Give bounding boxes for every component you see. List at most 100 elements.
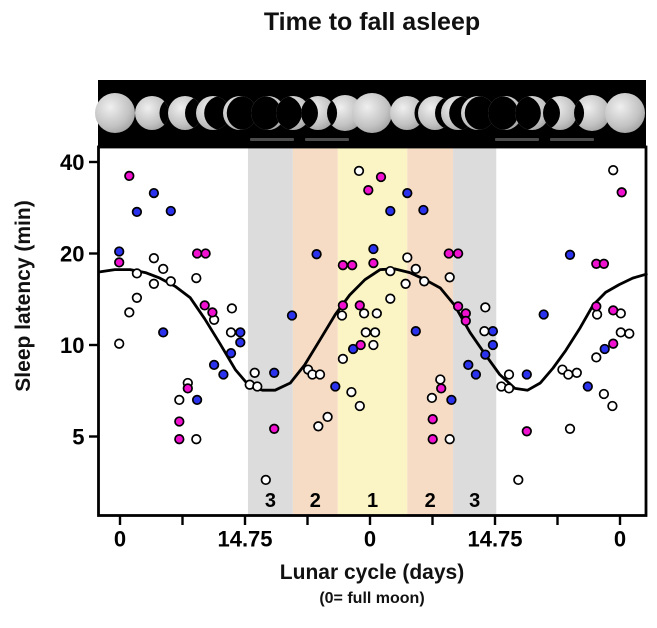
moon-gibbous-left-icon: [135, 96, 170, 130]
data-point-open-circles: [444, 434, 455, 445]
moon-crescent-left-icon: [196, 96, 231, 130]
data-point-open-circles: [354, 400, 365, 412]
figure-title: Time to fall asleep: [263, 8, 481, 36]
data-point-blue-circles: [148, 187, 160, 199]
fit-curve: [98, 267, 648, 392]
moon-gibbous-right-icon: [574, 95, 610, 131]
plot-frame: [97, 145, 648, 517]
data-point-open-circles: [503, 383, 515, 394]
x-tick-label: 0: [114, 527, 126, 552]
data-point-open-circles: [158, 263, 169, 275]
data-point-open-circles: [360, 327, 371, 338]
data-point-magenta-circles: [337, 260, 349, 271]
data-point-magenta-circles: [200, 248, 211, 259]
moon-thin-right-icon: [487, 96, 522, 130]
data-point-magenta-circles: [460, 315, 471, 327]
credit-mark: [550, 138, 594, 141]
data-point-magenta-circles: [174, 434, 185, 445]
data-point-blue-circles: [582, 381, 593, 392]
data-point-blue-circles: [480, 349, 491, 360]
moon-half-right-icon: [542, 96, 577, 130]
data-point-open-circles: [358, 308, 370, 319]
data-point-magenta-circles: [182, 383, 193, 394]
data-point-magenta-circles: [347, 260, 358, 271]
data-point-blue-circles: [131, 206, 143, 218]
x-tick-label: 14.75: [217, 527, 272, 552]
data-point-open-circles: [564, 423, 576, 434]
x-axis-subtitle: (0= full moon): [319, 590, 425, 607]
y-tick-label: 10: [60, 333, 84, 358]
data-point-magenta-circles: [598, 258, 610, 269]
data-point-magenta-circles: [608, 338, 619, 349]
data-point-magenta-circles: [452, 301, 464, 312]
data-point-open-circles: [591, 309, 603, 320]
data-point-magenta-circles: [436, 383, 447, 394]
data-point-magenta-circles: [443, 248, 454, 259]
data-point-blue-circles: [538, 309, 549, 320]
data-point-magenta-circles: [114, 257, 125, 268]
data-point-open-circles: [410, 263, 421, 275]
x-tick-label: 14.75: [467, 527, 522, 552]
moon-full-icon: [94, 93, 135, 133]
data-point-blue-circles: [368, 243, 379, 255]
data-point-blue-circles: [269, 367, 280, 378]
data-point-open-circles: [249, 367, 260, 378]
data-point-blue-circles: [402, 187, 413, 199]
data-point-magenta-circles: [207, 307, 218, 318]
data-point-open-circles: [337, 353, 349, 365]
data-point-magenta-circles: [355, 339, 366, 351]
data-point-magenta-circles: [337, 300, 349, 311]
data-point-open-circles: [624, 328, 635, 339]
phase-band-label: 2: [425, 490, 436, 512]
data-point-blue-circles: [311, 249, 322, 260]
data-point-open-circles: [615, 327, 626, 338]
data-point-open-circles: [191, 272, 202, 284]
data-point-open-circles: [353, 165, 365, 177]
data-point-open-circles: [479, 326, 490, 337]
moon-shadow: [159, 96, 170, 130]
data-point-magenta-circles: [427, 434, 438, 445]
data-point-magenta-circles: [363, 185, 374, 196]
x-axis-title: Lunar cycle (days): [279, 561, 465, 584]
data-point-open-circles: [191, 434, 202, 445]
data-point-blue-circles: [235, 337, 246, 348]
data-point-open-circles: [165, 276, 176, 287]
data-point-open-circles: [385, 265, 396, 277]
y-tick-label: 5: [72, 425, 84, 450]
moon-shadow: [542, 96, 560, 130]
data-point-open-circles: [591, 352, 602, 363]
credit-mark: [495, 138, 539, 141]
data-point-blue-circles: [599, 343, 610, 355]
data-point-blue-circles: [191, 394, 203, 406]
data-point-open-circles: [598, 388, 610, 400]
data-point-open-circles: [426, 392, 438, 404]
data-point-magenta-circles: [269, 423, 280, 434]
data-point-open-circles: [313, 421, 324, 432]
moon-shadow: [487, 96, 518, 130]
data-point-magenta-circles: [174, 416, 185, 427]
data-point-blue-circles: [235, 327, 246, 338]
data-point-open-circles: [131, 292, 143, 303]
data-point-blue-circles: [521, 369, 532, 380]
moon-phase-strip: [94, 80, 646, 146]
data-point-open-circles: [368, 339, 379, 351]
data-point-magenta-circles: [191, 248, 203, 259]
data-point-open-circles: [444, 272, 455, 283]
data-point-open-circles: [336, 310, 348, 321]
data-point-open-circles: [419, 276, 430, 287]
data-point-open-circles: [480, 302, 491, 313]
phase-band-3: [247, 147, 293, 516]
phase-band-label: 1: [367, 490, 378, 512]
data-point-magenta-circles: [591, 301, 602, 312]
credit-mark: [250, 138, 294, 141]
data-point-magenta-circles: [427, 414, 438, 425]
x-tick-label: 0: [614, 527, 626, 552]
data-point-blue-circles: [410, 326, 421, 337]
data-point-open-circles: [608, 165, 619, 176]
data-point-magenta-circles: [616, 187, 627, 198]
data-point-open-circles: [260, 474, 271, 486]
data-point-blue-circles: [564, 249, 576, 260]
data-point-blue-circles: [208, 359, 220, 371]
